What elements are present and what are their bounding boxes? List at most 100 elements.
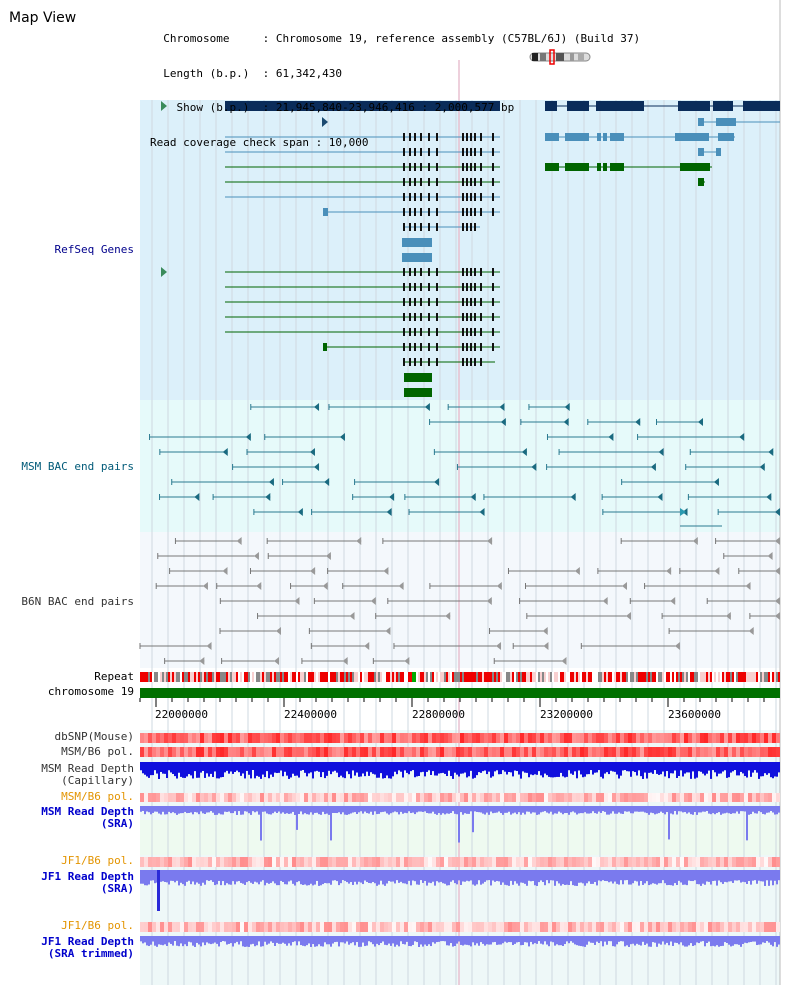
track-label-msm-bac[interactable]: MSM BAC end pairs <box>21 460 134 473</box>
gene-exon <box>436 178 438 186</box>
track-label-b6n-bac[interactable]: B6N BAC end pairs <box>21 595 134 608</box>
polymorphism-cell <box>284 857 288 867</box>
polymorphism-cell <box>356 747 360 757</box>
repeat-block <box>720 672 722 682</box>
read-depth-bar <box>592 762 594 775</box>
msm-bac-pair <box>499 403 505 411</box>
polymorphism-cell <box>712 733 716 743</box>
read-depth-bar <box>560 936 562 946</box>
track-label-msm-depth-cap[interactable]: MSM Read Depth <box>41 762 134 775</box>
read-depth-bar <box>760 936 762 945</box>
gene-exon <box>462 148 464 156</box>
read-depth-bar <box>438 806 440 814</box>
ideogram-band <box>570 53 574 61</box>
track-label-msm-b6-pol-2[interactable]: MSM/B6 pol. <box>61 790 134 803</box>
polymorphism-cell <box>264 857 268 867</box>
read-depth-bar <box>292 762 294 774</box>
polymorphism-cell <box>600 747 604 757</box>
polymorphism-cell <box>376 747 380 757</box>
repeat-block <box>288 672 290 682</box>
track-label-jf1-depth-trimmed[interactable]: JF1 Read Depth <box>41 935 134 948</box>
track-label-dbsnp[interactable]: dbSNP(Mouse) <box>54 730 134 743</box>
polymorphism-cell <box>520 733 524 743</box>
read-depth-bar <box>638 806 640 812</box>
read-depth-bar <box>288 936 290 944</box>
read-depth-bar <box>232 870 234 882</box>
read-depth-bar <box>390 870 392 882</box>
polymorphism-cell <box>372 857 376 867</box>
read-depth-bar <box>500 936 502 945</box>
track-label-msm-b6-pol-1[interactable]: MSM/B6 pol. <box>61 745 134 758</box>
polymorphism-cell <box>252 922 256 932</box>
read-depth-bar <box>712 762 714 771</box>
polymorphism-cell <box>584 857 588 867</box>
polymorphism-cell <box>268 922 272 932</box>
read-depth-bar <box>390 806 392 814</box>
gene-exon <box>428 223 430 231</box>
read-depth-bar <box>594 806 596 814</box>
read-depth-bar <box>582 762 584 778</box>
track-label-jf1-depth-sra[interactable]: JF1 Read Depth <box>41 870 134 883</box>
repeat-block <box>204 672 206 682</box>
read-depth-bar <box>628 762 630 772</box>
read-depth-bar <box>544 936 546 942</box>
read-depth-bar <box>516 762 518 772</box>
repeat-block <box>164 672 166 682</box>
polymorphism-cell <box>232 857 236 867</box>
polymorphism-cell <box>320 922 324 932</box>
read-depth-bar <box>442 936 444 942</box>
polymorphism-cell <box>624 733 628 743</box>
read-depth-bar <box>258 870 260 885</box>
read-depth-bar <box>774 936 776 943</box>
gene-exon <box>462 268 464 276</box>
b6n-bac-pair <box>714 567 720 575</box>
read-depth-bar <box>480 806 482 813</box>
read-depth-bar <box>576 806 578 815</box>
read-depth-bar <box>522 806 524 813</box>
gene-exon <box>565 163 589 171</box>
repeat-block <box>752 672 754 682</box>
gene-exon <box>462 298 464 306</box>
polymorphism-cell <box>316 922 320 932</box>
b6n-bac-pair <box>625 612 631 620</box>
read-depth-bar <box>684 806 686 813</box>
track-label-msm-depth-sra[interactable]: MSM Read Depth <box>41 805 134 818</box>
polymorphism-cell <box>232 793 236 802</box>
read-depth-bar <box>630 806 632 814</box>
read-depth-bar <box>500 870 502 885</box>
track-label-refseq[interactable]: RefSeq Genes <box>54 243 134 256</box>
read-depth-bar <box>426 870 428 886</box>
polymorphism-cell <box>328 922 332 932</box>
read-depth-bar <box>222 806 224 815</box>
msm-bac-pair <box>657 493 663 501</box>
polymorphism-cell <box>540 793 544 802</box>
read-depth-bar <box>728 806 730 814</box>
read-depth-bar <box>468 870 470 882</box>
read-depth-bar <box>418 936 420 947</box>
read-depth-bar <box>338 870 340 886</box>
read-depth-bar <box>648 806 650 815</box>
read-depth-bar <box>630 762 632 777</box>
polymorphism-cell <box>680 857 684 867</box>
track-label-jf1-b6-pol-2[interactable]: JF1/B6 pol. <box>61 919 134 932</box>
read-depth-bar <box>698 936 700 944</box>
track-label-jf1-b6-pol-1[interactable]: JF1/B6 pol. <box>61 854 134 867</box>
read-depth-bar <box>316 806 318 813</box>
polymorphism-cell <box>460 747 464 757</box>
gene-exon <box>436 298 438 306</box>
read-depth-bar <box>662 870 664 881</box>
gene-exon <box>409 193 411 201</box>
read-depth-bar <box>562 870 564 885</box>
polymorphism-cell <box>548 922 552 932</box>
read-depth-bar <box>608 762 610 775</box>
polymorphism-cell <box>668 747 672 757</box>
gene-exon <box>462 358 464 366</box>
polymorphism-cell <box>272 733 276 743</box>
track-label-repeat[interactable]: Repeat <box>94 670 134 683</box>
repeat-block <box>374 672 376 682</box>
read-depth-bar <box>154 936 156 946</box>
read-depth-bar <box>180 870 182 883</box>
repeat-block <box>498 672 500 682</box>
read-depth-bar <box>202 936 204 943</box>
